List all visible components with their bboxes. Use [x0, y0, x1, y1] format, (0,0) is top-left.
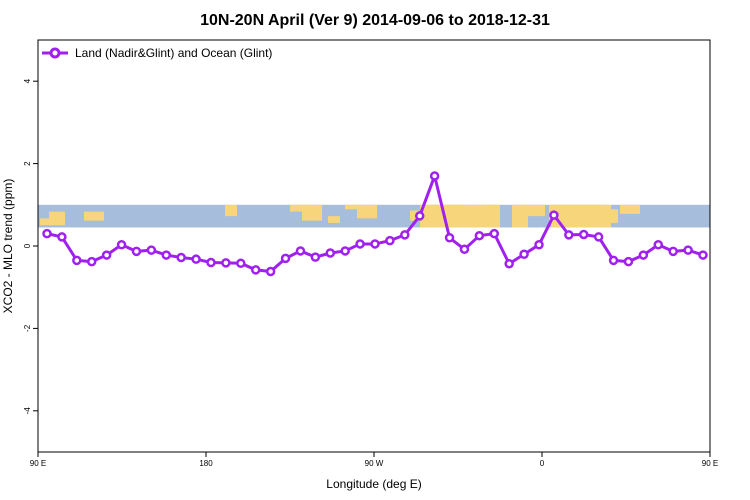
data-point: [489, 228, 500, 239]
legend-label: Land (Nadir&Glint) and Ocean (Glint): [75, 46, 272, 60]
x-tick-label: 90 W: [365, 459, 384, 468]
data-point: [161, 250, 172, 260]
data-point: [42, 228, 52, 239]
land-patch: [302, 204, 322, 221]
data-point: [474, 230, 485, 241]
data-point: [385, 235, 395, 246]
map-band: [38, 204, 710, 228]
y-tick-label: -2: [23, 324, 32, 332]
y-tick-label: -4: [23, 407, 32, 415]
land-patch: [49, 211, 65, 226]
data-point: [221, 258, 231, 268]
data-point: [698, 250, 708, 260]
series-layer: [42, 171, 708, 277]
data-point: [683, 245, 693, 255]
x-axis-label: Longitude (deg E): [326, 477, 421, 491]
land-patch: [328, 216, 340, 223]
x-tick-label: 90 E: [30, 459, 46, 468]
legend: Land (Nadir&Glint) and Ocean (Glint): [42, 46, 272, 60]
data-point: [340, 246, 350, 256]
data-point: [534, 240, 544, 250]
chart-title: 10N-20N April (Ver 9) 2014-09-06 to 2018…: [200, 12, 550, 29]
land-patch: [84, 211, 104, 221]
data-point: [101, 250, 112, 260]
data-point: [86, 256, 97, 267]
data-point: [191, 254, 201, 264]
y-tick-label: 2: [23, 161, 32, 166]
data-point: [414, 211, 425, 221]
data-point: [608, 255, 619, 266]
data-point: [146, 245, 157, 255]
data-point: [355, 239, 365, 249]
data-point: [519, 249, 529, 259]
data-point: [564, 230, 574, 240]
data-point: [236, 258, 246, 269]
data-point: [131, 246, 142, 257]
x-axis: 90 E 180 90 W 0 90 E: [30, 452, 718, 468]
land-patch: [345, 204, 361, 210]
land-patch: [290, 204, 306, 212]
data-point: [623, 256, 634, 267]
data-point: [250, 265, 261, 275]
data-point: [653, 240, 664, 250]
data-point: [176, 252, 186, 263]
data-point: [325, 248, 336, 258]
data-point: [593, 232, 604, 242]
land-patch: [512, 204, 528, 228]
data-point: [72, 255, 82, 266]
y-tick-label: 4: [23, 78, 32, 83]
land-patch: [620, 204, 640, 214]
y-tick-label: 0: [23, 243, 32, 248]
data-point: [206, 257, 216, 268]
x-tick-label: 90 E: [702, 459, 718, 468]
data-point: [57, 232, 67, 242]
data-point: [265, 266, 276, 277]
data-point: [295, 246, 306, 256]
data-point: [280, 253, 291, 264]
data-point: [668, 246, 678, 257]
land-patch: [225, 204, 237, 217]
land-patch: [40, 218, 52, 226]
data-point: [549, 210, 559, 220]
y-axis: -4 -2 0 2 4: [23, 78, 38, 414]
x-tick-label: 180: [199, 459, 213, 468]
data-point: [116, 240, 127, 250]
data-point: [638, 250, 649, 260]
data-point: [310, 252, 321, 262]
x-tick-label: 0: [540, 459, 545, 468]
land-patch: [357, 204, 377, 219]
data-point: [578, 229, 589, 240]
land-patch: [420, 204, 500, 228]
data-point: [459, 244, 470, 255]
data-point: [429, 171, 440, 181]
data-point: [370, 239, 380, 249]
data-point: [504, 258, 514, 269]
legend-marker: [49, 47, 61, 59]
data-point: [444, 233, 455, 243]
data-point: [400, 230, 410, 240]
land-patch: [525, 204, 545, 217]
land-patch: [551, 204, 611, 228]
y-axis-label: XCO2 - MLO trend (ppm): [1, 179, 15, 314]
